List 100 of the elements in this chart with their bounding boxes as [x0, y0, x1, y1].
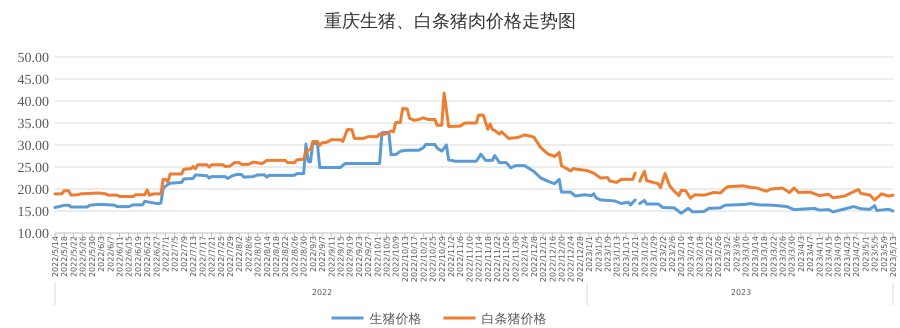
- x-tick-label: 2022/10/17: [410, 236, 420, 282]
- x-tick-label: 2022/11/10: [465, 236, 474, 282]
- x-tick-label: 2022/10/9: [392, 236, 401, 278]
- y-tick-label: 45.00: [18, 73, 49, 88]
- x-tick-label: 2023/1/21: [631, 236, 640, 278]
- x-tick-label: 2022/7/9: [180, 236, 189, 272]
- x-tick-label: 2022/6/15: [124, 236, 134, 278]
- x-tick-label: 2022/10/25: [428, 236, 438, 282]
- x-tick-label: 2023/4/3: [796, 236, 806, 272]
- x-tick-label: 2022/9/3: [308, 236, 318, 272]
- x-tick-label: 2023/2/22: [704, 236, 714, 278]
- x-tick-label: 2023/2/6: [668, 236, 677, 272]
- chart-title: 重庆生猪、白条猪肉价格走势图: [324, 11, 576, 32]
- legend-label: 白条猪价格: [482, 312, 546, 327]
- x-tick-label: 2022/8/18: [272, 236, 282, 278]
- x-tick-label: 2022/5/30: [88, 236, 97, 278]
- x-tick-label: 2023/4/27: [852, 236, 862, 278]
- x-tick-label: 2023/1/9: [604, 236, 613, 272]
- x-tick-label: 2022/10/29: [438, 236, 447, 282]
- x-tick-label: 2022/7/21: [208, 236, 217, 278]
- x-tick-label: 2022/12/28: [576, 236, 585, 282]
- x-tick-label: 2023/1/29: [650, 236, 659, 278]
- x-tick-label: 2023/2/26: [714, 236, 724, 278]
- x-tick-label: 2022/6/3: [97, 236, 106, 272]
- x-tick-label: 2023/4/11: [815, 236, 824, 278]
- x-tick-label: 2022/8/2: [235, 236, 244, 272]
- x-tick-label: 2022/6/11: [115, 236, 124, 278]
- x-tick-label: 2022/9/11: [327, 236, 336, 278]
- x-tick-label: 2022/11/18: [484, 236, 493, 282]
- x-tick-label: 2022/7/13: [189, 236, 198, 278]
- x-tick-label: 2022/12/12: [539, 236, 548, 282]
- x-tick-label: 2023/1/13: [612, 236, 622, 278]
- x-tick-label: 2023/1/1: [585, 236, 594, 272]
- x-tick-label: 2022/5/22: [69, 236, 78, 278]
- x-tick-label: 2022/11/6: [456, 236, 466, 278]
- x-tick-label: 2022/5/18: [60, 236, 70, 278]
- y-tick-label: 35.00: [18, 117, 49, 132]
- x-tick-label: 2023/1/17: [622, 236, 631, 278]
- x-tick-label: 2023/3/30: [788, 236, 797, 278]
- x-tick-label: 2022/7/29: [226, 236, 235, 278]
- x-tick-label: 2022/11/14: [474, 236, 484, 282]
- legend-label: 生猪价格: [370, 312, 422, 327]
- x-tick-label: 2022/6/7: [106, 236, 116, 272]
- text: 2022: [312, 288, 332, 297]
- x-tick-label: 2022/10/5: [382, 236, 392, 278]
- x-tick-label: 2022/10/1: [373, 236, 382, 278]
- x-tick-label: 2022/6/19: [134, 236, 143, 278]
- x-tick-label: 2022/10/13: [400, 236, 410, 282]
- x-tick-label: 2022/8/22: [281, 236, 290, 278]
- y-tick-label: 40.00: [18, 95, 49, 110]
- x-tick-label: 2023/2/10: [677, 236, 686, 278]
- x-tick-label: 2022/9/27: [364, 236, 374, 278]
- x-tick-label: 2022/12/16: [548, 236, 558, 282]
- x-tick-label: 2022/8/14: [262, 236, 272, 278]
- x-tick-label: 2023/3/10: [742, 236, 751, 278]
- x-tick-label: 2023/2/14: [686, 236, 696, 278]
- x-tick-label: 2022/5/14: [51, 236, 60, 278]
- x-tick-label: 2022/8/30: [300, 236, 309, 278]
- x-tick-label: 2022/12/4: [520, 236, 530, 278]
- x-tick-label: 2023/5/9: [880, 236, 889, 272]
- x-tick-label: 2022/5/26: [78, 236, 88, 278]
- x-tick-label: 2023/3/26: [778, 236, 788, 278]
- x-tick-label: 2022/8/10: [254, 236, 263, 278]
- x-tick-label: 2023/4/23: [842, 236, 852, 278]
- y-tick-label: 15.00: [18, 205, 49, 220]
- y-tick-label: 25.00: [18, 161, 49, 176]
- x-tick-label: 2022/7/5: [170, 236, 180, 272]
- x-tick-label: 2022/6/27: [152, 236, 162, 278]
- x-tick-label: 2023/5/1: [861, 236, 870, 272]
- x-tick-label: 2022/9/15: [336, 236, 346, 278]
- x-tick-label: 2022/8/26: [290, 236, 300, 278]
- x-tick-label: 2023/3/22: [769, 236, 778, 278]
- x-tick-label: 2022/9/7: [318, 236, 328, 272]
- x-tick-label: 2023/4/15: [824, 236, 834, 278]
- x-tick-label: 2022/8/6: [244, 236, 254, 272]
- y-tick-label: 10.00: [18, 227, 49, 242]
- x-tick-label: 2023/1/25: [640, 236, 650, 278]
- x-tick-label: 2022/11/22: [493, 236, 502, 282]
- x-tick-label: 2023/3/18: [760, 236, 770, 278]
- x-tick-label: 2022/12/24: [566, 236, 576, 282]
- x-tick-label: 2023/4/7: [806, 236, 816, 272]
- x-tick-label: 2022/12/8: [530, 236, 539, 278]
- x-tick-label: 2023/3/14: [750, 236, 760, 278]
- x-tick-label: 2023/3/2: [723, 236, 732, 272]
- x-tick-label: 2022/7/1: [162, 236, 171, 272]
- x-tick-label: 2023/4/19: [834, 236, 843, 278]
- x-tick-label: 2022/9/23: [354, 236, 364, 278]
- x-tick-label: 2023/3/6: [732, 236, 742, 272]
- x-tick-label: 2022/6/23: [143, 236, 152, 278]
- y-tick-label: 20.00: [18, 183, 49, 198]
- x-tick-label: 2023/1/5: [594, 236, 604, 272]
- x-tick-label: 2022/9/19: [346, 236, 355, 278]
- x-tick-label: 2022/12/20: [557, 236, 566, 282]
- y-tick-label: 50.00: [18, 51, 49, 66]
- x-tick-label: 2023/5/13: [889, 236, 898, 278]
- x-tick-label: 2023/5/5: [870, 236, 880, 272]
- x-tick-label: 2023/2/2: [658, 236, 668, 272]
- x-tick-label: 2022/11/2: [446, 236, 456, 278]
- y-tick-label: 30.00: [18, 139, 49, 154]
- x-tick-label: 2022/11/30: [511, 236, 520, 282]
